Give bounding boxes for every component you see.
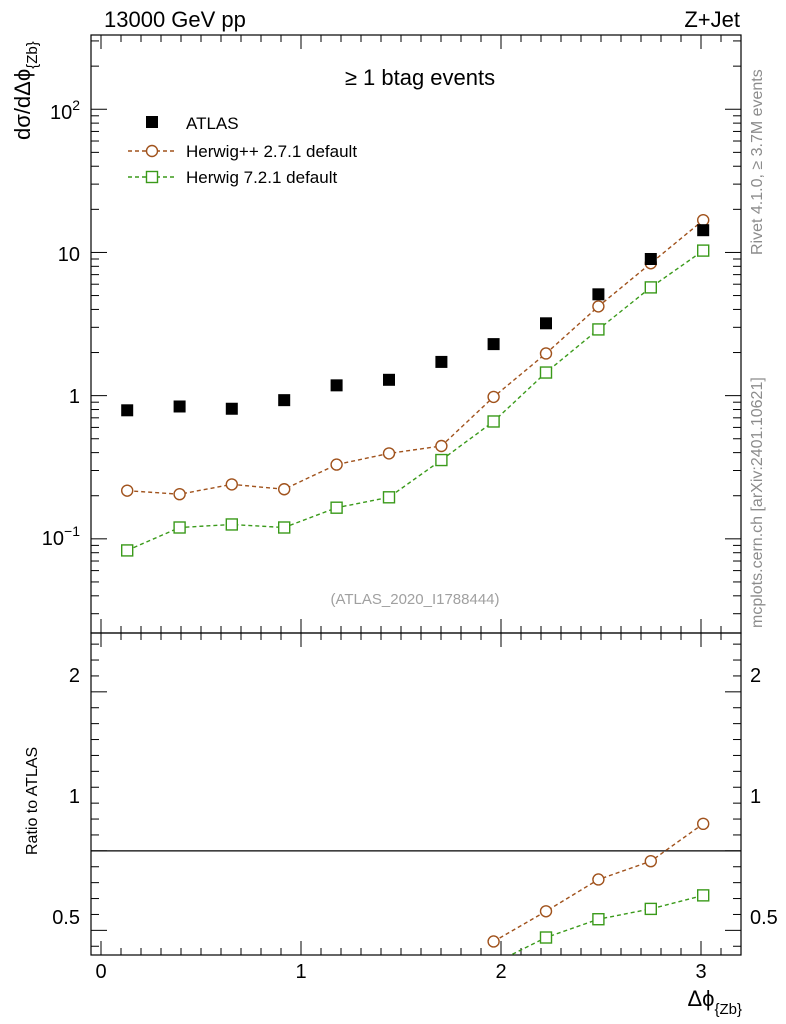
ratio-ytick-label-1-left: 1 (69, 786, 80, 808)
ratio-ylabel: Ratio to ATLAS (24, 747, 41, 855)
herwigpp-point (539, 347, 553, 360)
ratio-herwigpp-point (487, 935, 500, 948)
ratio-herwigpp-point (697, 817, 710, 831)
ratio-plot-frame (90, 632, 742, 956)
header-left: 13000 GeV pp (104, 7, 246, 32)
legend-label-herwigpp: Herwig++ 2.7.1 default (186, 142, 357, 161)
ratio-herwigpp-point (539, 905, 553, 918)
main-ytick-label-0.1: 10−1 (42, 523, 80, 550)
ratio-ytick-label-0.5-left: 0.5 (52, 907, 80, 929)
herwig7-point (644, 281, 657, 294)
ratio-herwig7-line (509, 894, 704, 955)
side-text-top: Rivet 4.1.0, ≥ 3.7M events (749, 69, 766, 255)
atlas-point (278, 394, 291, 407)
herwigpp-point (487, 390, 500, 404)
atlas-point (225, 402, 238, 415)
ratio-herwig7-point (539, 931, 553, 944)
legend-marker-atlas (146, 116, 158, 128)
herwigpp-point (592, 300, 605, 313)
herwigpp-line (127, 219, 704, 495)
atlas-point (592, 288, 605, 301)
xlabel: Δϕ{Zb} (687, 986, 742, 1018)
atlas-point (435, 355, 448, 368)
herwigpp-point (330, 458, 343, 471)
main-axis-ticks (91, 35, 742, 633)
herwigpp-point (697, 213, 710, 227)
atlas-point (487, 338, 500, 351)
herwig7-point (435, 453, 448, 467)
atlas-point (383, 373, 395, 386)
main-ylabel: dσ/dΔϕ{Zb} (10, 41, 41, 140)
xtick-label-2: 2 (495, 961, 506, 983)
atlas-point (330, 379, 343, 392)
ratio-axis-ticks (91, 633, 742, 955)
ratio-herwigpp-point (592, 873, 605, 886)
herwigpp-point (120, 484, 134, 497)
side-text-bottom: mcplots.cern.ch [arXiv:2401.10621] (749, 377, 766, 628)
herwigpp-point (278, 483, 291, 496)
legend-label-atlas: ATLAS (186, 114, 239, 133)
xtick-label-0: 0 (95, 961, 106, 983)
herwig7-point (592, 323, 605, 336)
herwig7-point (278, 521, 291, 534)
ratio-herwig7-point (592, 913, 605, 926)
atlas-point (697, 224, 710, 237)
ratio-data-layer (91, 817, 741, 955)
herwig7-point (382, 491, 396, 504)
legend-marker-herwigpp (145, 144, 159, 158)
herwig7-point (487, 415, 500, 428)
atlas-point (121, 404, 134, 417)
main-ytick-label-1: 1 (69, 386, 80, 408)
ratio-ytick-label-1-right: 1 (750, 786, 761, 808)
ratio-ytick-label-2-left: 2 (69, 665, 80, 687)
herwig7-line (126, 250, 704, 552)
herwigpp-point (435, 439, 448, 453)
xtick-label-3: 3 (695, 961, 706, 983)
ratio-herwig7-point (644, 902, 657, 916)
legend-label-herwig7: Herwig 7.2.1 default (186, 168, 337, 187)
herwig7-point (697, 244, 710, 257)
analysis-watermark: (ATLAS_2020_I1788444) (330, 591, 499, 608)
herwig7-point (173, 521, 186, 534)
main-data-layer (120, 213, 710, 557)
herwig7-point (330, 501, 343, 514)
ratio-ytick-label-0.5-right: 0.5 (750, 907, 778, 929)
header-right: Z+Jet (684, 7, 740, 32)
chart-title: ≥ 1 btag events (345, 65, 495, 90)
main-ytick-label-100: 102 (50, 97, 80, 124)
main-ytick-label-10: 10 (58, 244, 80, 266)
legend: ATLAS Herwig++ 2.7.1 default Herwig 7.2.… (128, 114, 357, 187)
herwig7-point (225, 518, 239, 531)
herwig7-point (120, 544, 134, 557)
herwigpp-point (173, 487, 186, 501)
ratio-herwigpp-point (644, 854, 657, 868)
atlas-point (644, 252, 657, 265)
ratio-ytick-label-2-right: 2 (750, 665, 761, 687)
xtick-label-1: 1 (295, 961, 306, 983)
herwigpp-point (382, 447, 396, 460)
ratio-herwig7-point (697, 889, 710, 902)
atlas-point (540, 317, 552, 330)
herwig7-point (539, 366, 553, 379)
herwigpp-point (225, 478, 239, 491)
atlas-point (173, 400, 186, 413)
legend-marker-herwig7 (145, 170, 159, 184)
